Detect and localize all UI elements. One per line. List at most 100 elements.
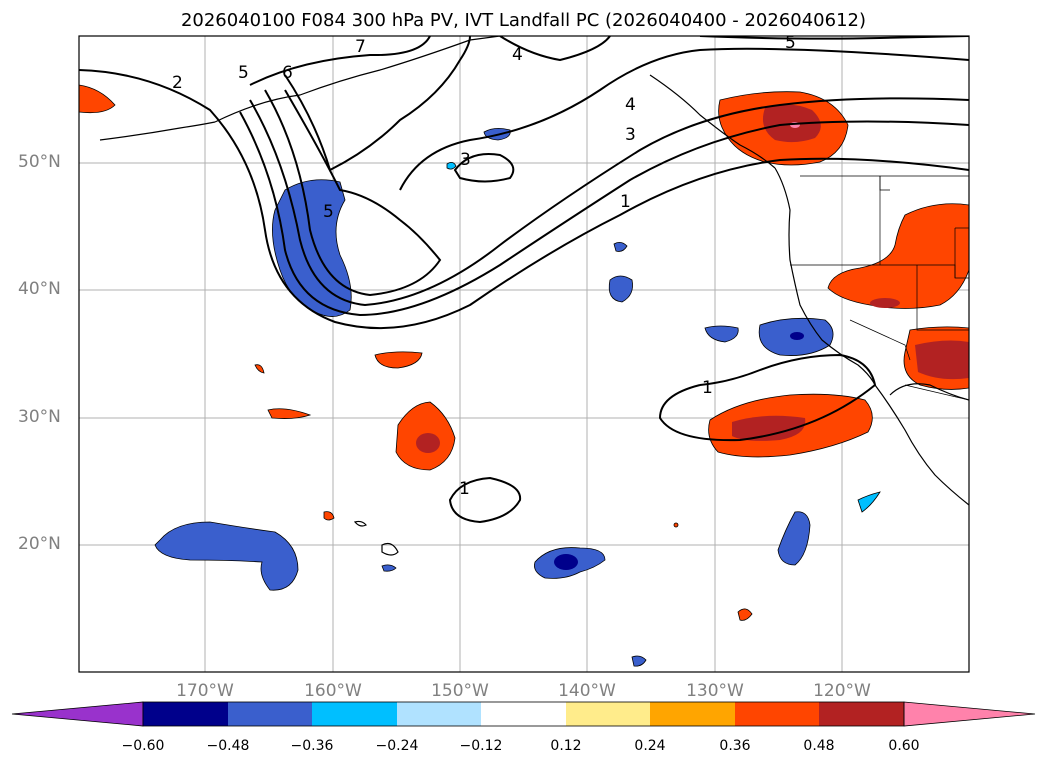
patch-pos-small-1: [374, 351, 423, 369]
patch-neg-westpac: [154, 521, 299, 591]
patch-pos-small-6: [673, 522, 679, 528]
contour-3-loop: [453, 153, 515, 183]
patch-pos-small-4: [323, 511, 335, 521]
contour-5-top: [699, 36, 969, 40]
map-content: 2 5 6 7 4 5 4 3 3 5 1 1 1: [79, 33, 969, 672]
contour-label: 5: [785, 33, 796, 53]
coast-baja: [874, 384, 969, 506]
colorbar-bin: [312, 702, 397, 726]
coast-aleutian-chain: [99, 121, 216, 141]
colorbar-extend-right: [903, 701, 1036, 727]
lat-label: 40°N: [18, 279, 61, 299]
patch-neg-small-4: [613, 242, 628, 252]
contour-label: 1: [459, 479, 470, 499]
patch-neg-baja-core: [790, 332, 804, 340]
patch-pos-small-5: [737, 608, 753, 621]
colorbar-bin: [819, 702, 904, 726]
patch-neg-small-6: [857, 491, 881, 513]
contour-label: 3: [460, 150, 471, 170]
colorbar-tick-label: 0.36: [719, 738, 751, 754]
colorbar-bin: [566, 702, 650, 726]
patch-pos-small-2: [267, 408, 312, 419]
colorbar-bin: [397, 702, 481, 726]
patch-neg-small-7: [446, 162, 457, 170]
colorbar-bin: [481, 702, 566, 726]
contour-4: [249, 97, 969, 307]
contour-label: 3: [625, 125, 636, 145]
contour-label: 5: [238, 63, 249, 83]
colorbar-extend-left: [11, 701, 144, 727]
colorbar-tick-label: −0.12: [459, 738, 503, 754]
patch-pos-subtropical-core: [732, 415, 806, 441]
colorbar-frame: [142, 701, 905, 727]
patch-neg-gulf: [272, 179, 352, 317]
colorbar-tick-label: 0.48: [803, 738, 835, 754]
contour-4-north: [499, 36, 611, 62]
coast-alaska: [214, 36, 501, 123]
contour-label: 7: [355, 37, 366, 57]
contour-label: 4: [512, 45, 523, 65]
coast-west-us: [774, 167, 876, 386]
colorbar-tick-label: −0.36: [290, 738, 334, 754]
lon-label: 170°W: [176, 681, 234, 701]
patch-neg-small-5: [631, 655, 647, 667]
coast-gulf-alaska: [649, 74, 776, 169]
coast-hawaii: [381, 542, 399, 556]
positive-anomaly-patches: [79, 84, 969, 621]
lat-label: 30°N: [18, 407, 61, 427]
contour-label: 2: [172, 73, 183, 93]
patch-neg-small-1: [608, 275, 633, 303]
lat-label: 50°N: [18, 152, 61, 172]
colorbar-tick-label: −0.48: [206, 738, 250, 754]
lon-label: 160°W: [304, 681, 362, 701]
state-borders: [790, 175, 969, 401]
contour-label: 1: [620, 192, 631, 212]
contour-label: 4: [625, 95, 636, 115]
colorbar-bin: [143, 702, 228, 726]
contour-5b: [249, 36, 431, 86]
contour-labels: 2 5 6 7 4 5 4 3 3 5 1 1 1: [172, 33, 796, 499]
patch-neg-hawaii-ne: [777, 511, 811, 566]
patch-pos-midpac-core: [416, 433, 440, 453]
lat-label: 20°N: [18, 534, 61, 554]
contour-label: 1: [702, 378, 713, 398]
coastlines: [99, 36, 969, 556]
negative-anomaly-patches: [154, 128, 881, 667]
contour-5a: [264, 89, 442, 297]
contour-3-upper: [399, 47, 969, 191]
colorbar-bin: [735, 702, 819, 726]
colorbar-tick-label: −0.24: [375, 738, 419, 754]
lon-label: 150°W: [431, 681, 489, 701]
pv-contours: [79, 36, 969, 524]
lon-label: 120°W: [813, 681, 871, 701]
patch-pos-small-3: [254, 364, 265, 374]
coast-hawaii-2: [353, 520, 367, 527]
colorbar-bin: [228, 702, 312, 726]
patch-neg-central-core: [554, 554, 578, 570]
contour-6: [284, 36, 471, 172]
map-frame: [78, 35, 970, 673]
patch-pos-intermountain: [827, 203, 969, 309]
patch-pos-aleutian-west: [79, 84, 116, 114]
contour-2: [79, 69, 969, 330]
patch-neg-small-2: [704, 325, 739, 343]
contour-1-east: [658, 353, 877, 442]
coast-mexico-mainland: [889, 383, 969, 401]
colorbar-bin: [650, 702, 735, 726]
colorbar-tick-label: −0.60: [121, 738, 165, 754]
lon-label: 130°W: [686, 681, 744, 701]
contour-label: 5: [323, 202, 334, 222]
patch-pos-socal-core: [915, 340, 969, 380]
colorbar-tick-label: 0.12: [550, 738, 582, 754]
colorbar: [11, 701, 1036, 727]
lon-label: 140°W: [558, 681, 616, 701]
patch-neg-small-8: [381, 564, 397, 572]
contour-label: 6: [282, 63, 293, 83]
chart-title: 2026040100 F084 300 hPa PV, IVT Landfall…: [180, 10, 867, 31]
contour-1-central: [448, 476, 522, 524]
patch-pos-intermountain-core: [870, 298, 900, 308]
colorbar-tick-label: 0.60: [888, 738, 920, 754]
contour-3: [239, 111, 969, 317]
colorbar-tick-label: 0.24: [634, 738, 666, 754]
